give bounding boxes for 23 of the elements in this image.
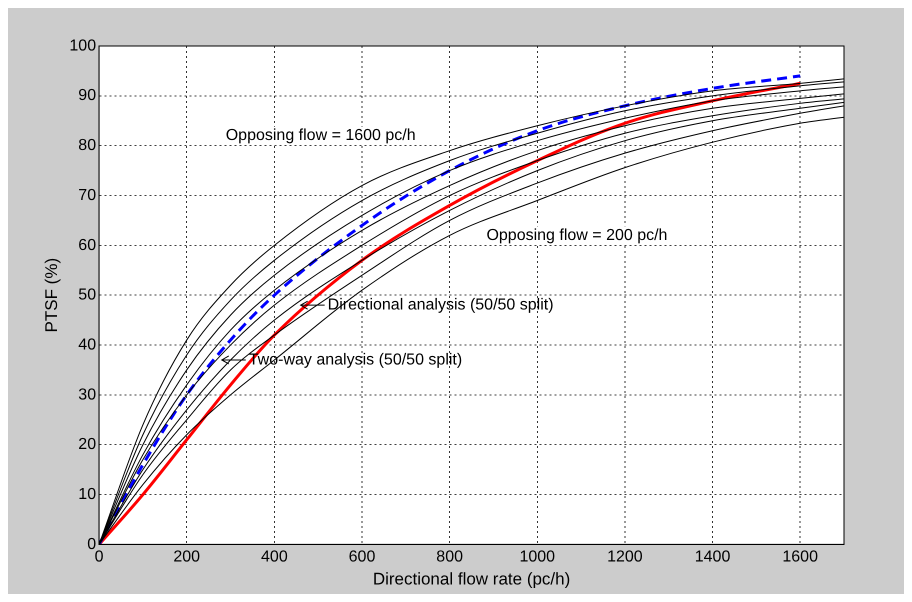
- x-tick-label: 400: [261, 548, 288, 566]
- y-tick-label: 80: [78, 137, 96, 154]
- y-tick-label: 60: [78, 236, 96, 254]
- x-tick-label: 1200: [607, 548, 643, 566]
- y-tick-label: 70: [78, 186, 96, 204]
- x-tick-label: 1000: [519, 548, 556, 566]
- x-tick-label: 800: [436, 548, 464, 566]
- x-tick-label: 1400: [694, 548, 730, 566]
- x-tick-label: 600: [348, 548, 376, 566]
- y-tick-label: 50: [78, 286, 96, 304]
- annotation: Opposing flow = 200 pc/h: [486, 226, 668, 244]
- y-axis-title: PTSF (%): [42, 258, 61, 333]
- x-axis-title: Directional flow rate (pc/h): [372, 569, 570, 588]
- x-tick-label: 1600: [782, 548, 818, 566]
- y-tick-label: 30: [78, 386, 96, 404]
- y-tick-label: 20: [78, 436, 96, 454]
- y-tick-label: 90: [78, 87, 96, 104]
- annotation: Opposing flow = 1600 pc/h: [226, 127, 416, 144]
- x-tick-label: 200: [173, 548, 200, 566]
- y-tick-label: 40: [78, 336, 96, 354]
- y-tick-label: 10: [78, 486, 96, 503]
- y-tick-label: 0: [87, 536, 96, 553]
- y-tick-label: 100: [69, 37, 96, 54]
